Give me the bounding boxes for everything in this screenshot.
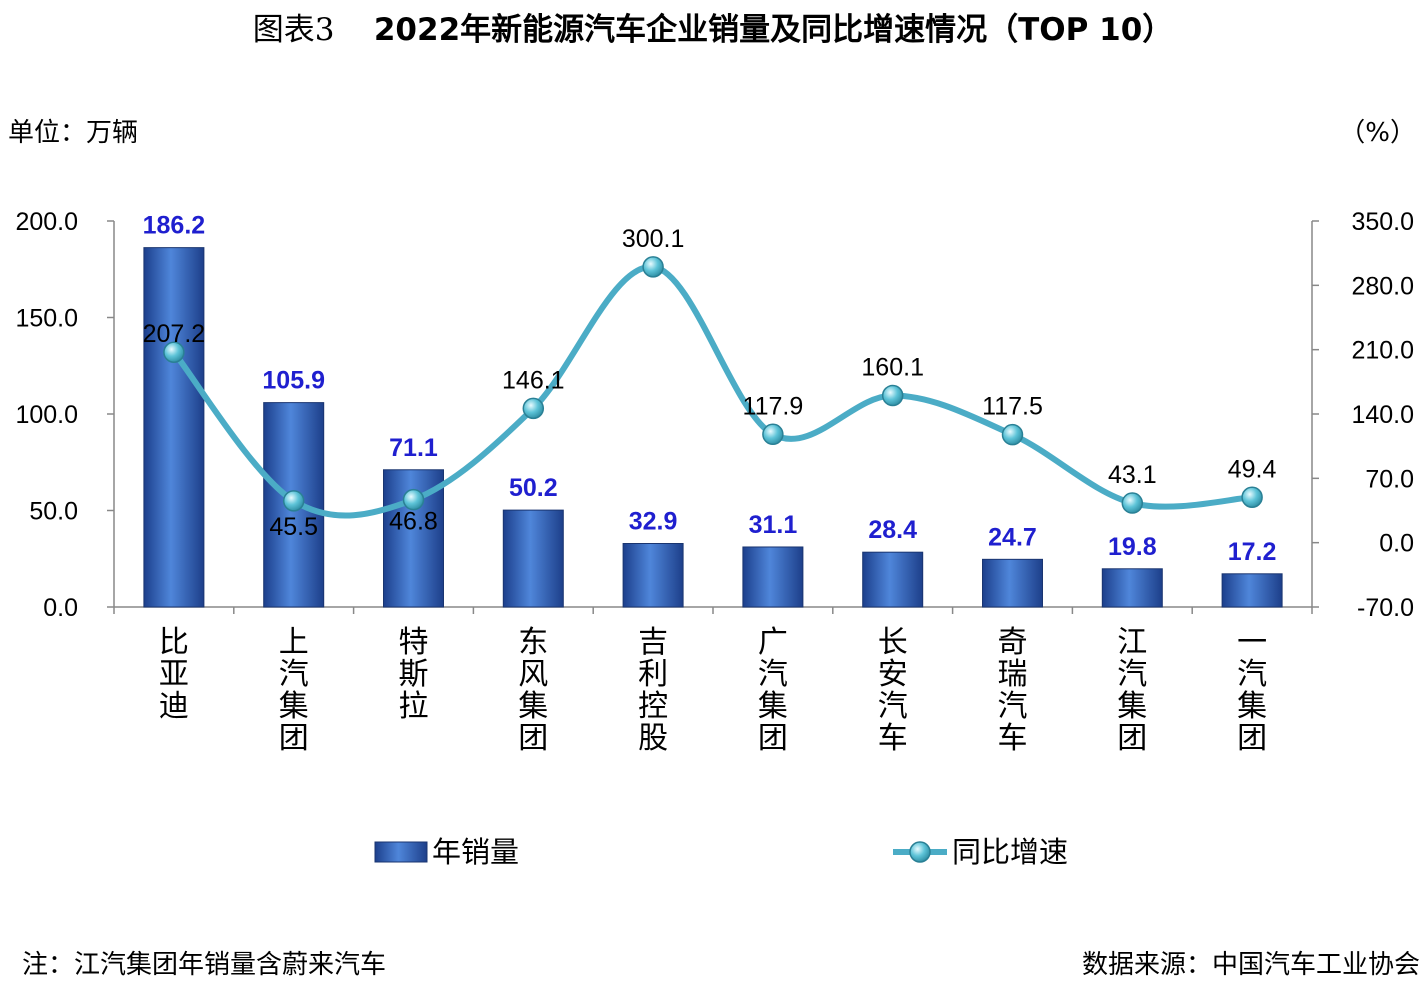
bar-sales bbox=[502, 509, 564, 608]
bar-sales bbox=[982, 558, 1043, 608]
right-axis-unit: （%） bbox=[1339, 118, 1416, 148]
growth-point bbox=[1001, 423, 1024, 446]
growth-value-label: 300.1 bbox=[622, 225, 685, 253]
growth-value-label: 46.8 bbox=[389, 508, 438, 536]
growth-value-label: 45.5 bbox=[269, 513, 318, 541]
left-tick-label: 50.0 bbox=[29, 498, 78, 526]
legend-line-label: 同比增速 bbox=[952, 835, 1068, 869]
legend: 年销量 同比增速 bbox=[374, 835, 1068, 869]
bar-sales bbox=[143, 247, 205, 608]
legend-line-marker bbox=[909, 841, 931, 863]
category-label: 奇瑞汽车 bbox=[998, 625, 1028, 756]
growth-point bbox=[402, 488, 425, 511]
growth-point bbox=[522, 397, 545, 420]
growth-line-path bbox=[170, 263, 1256, 519]
bar-value-label: 24.7 bbox=[988, 523, 1037, 551]
category-label: 上汽集团 bbox=[279, 625, 309, 756]
bar-value-label: 71.1 bbox=[389, 434, 438, 462]
category-label: 吉利控股 bbox=[638, 625, 668, 756]
left-tick-label: 150.0 bbox=[15, 305, 78, 333]
right-tick-label: -70.0 bbox=[1357, 594, 1414, 622]
legend-bar-label: 年销量 bbox=[432, 835, 519, 869]
right-tick-label: 70.0 bbox=[1365, 465, 1414, 493]
category-label: 广汽集团 bbox=[758, 625, 788, 756]
right-tick-label: 350.0 bbox=[1351, 208, 1414, 236]
source-note: 数据来源：中国汽车工业协会 bbox=[1081, 950, 1420, 980]
growth-point bbox=[762, 423, 784, 446]
bar-value-label: 50.2 bbox=[509, 474, 558, 502]
left-tick-label: 100.0 bbox=[15, 401, 78, 429]
category-label: 长安汽车 bbox=[878, 625, 908, 756]
bar-value-label: 17.2 bbox=[1228, 538, 1277, 566]
left-tick-label: 200.0 bbox=[15, 208, 78, 236]
growth-value-label: 43.1 bbox=[1108, 461, 1157, 489]
left-tick-label: 0.0 bbox=[43, 594, 78, 622]
growth-point bbox=[1121, 492, 1144, 514]
growth-value-label: 207.2 bbox=[143, 320, 206, 348]
growth-point bbox=[881, 384, 904, 407]
category-label: 特斯拉 bbox=[399, 625, 429, 724]
right-tick-label: 210.0 bbox=[1351, 337, 1414, 365]
bar-sales bbox=[622, 543, 684, 608]
growth-value-label: 160.1 bbox=[861, 354, 924, 382]
right-tick-label: 140.0 bbox=[1351, 401, 1414, 429]
bar-sales bbox=[1101, 568, 1163, 608]
title-main: 2022年新能源汽车企业销量及同比增速情况（TOP 10） bbox=[373, 12, 1174, 48]
category-label: 江汽集团 bbox=[1117, 625, 1147, 756]
growth-point bbox=[1241, 486, 1263, 509]
growth-point bbox=[163, 341, 185, 363]
bar-value-label: 105.9 bbox=[262, 367, 325, 395]
category-label: 比亚迪 bbox=[159, 625, 189, 724]
bar-value-label: 186.2 bbox=[143, 212, 206, 240]
category-label: 一汽集团 bbox=[1237, 625, 1267, 756]
bar-value-label: 31.1 bbox=[749, 511, 798, 539]
growth-value-label: 117.5 bbox=[982, 393, 1043, 421]
bar-value-label: 32.9 bbox=[629, 508, 678, 536]
chart-title: 图表3 2022年新能源汽车企业销量及同比增速情况（TOP 10） bbox=[0, 4, 1426, 49]
growth-value-label: 146.1 bbox=[502, 366, 565, 394]
bar-sales bbox=[862, 551, 924, 608]
growth-line bbox=[163, 256, 1263, 519]
category-label: 东风集团 bbox=[518, 625, 548, 756]
growth-value-label: 117.9 bbox=[743, 392, 804, 420]
bar-sales bbox=[1221, 573, 1283, 608]
axes: 0.0 50.0 100.0 150.0 200.0 -70.0 0.0 70.0 140.0 2… bbox=[15, 208, 1414, 756]
right-tick-label: 0.0 bbox=[1379, 530, 1414, 558]
left-axis-unit: 单位：万辆 bbox=[8, 118, 139, 148]
bar-value-label: 28.4 bbox=[868, 516, 917, 544]
right-tick-label: 280.0 bbox=[1351, 272, 1414, 300]
footnote: 注：江汽集团年销量含蔚来汽车 bbox=[22, 950, 387, 980]
data-labels: 186.2 105.9 71.1 50.2 32.9 31.1 28.4 24.7 19.8 17… bbox=[143, 212, 1277, 566]
legend-bar-swatch bbox=[374, 841, 428, 863]
growth-point bbox=[642, 256, 664, 278]
growth-value-label: 49.4 bbox=[1228, 455, 1277, 483]
bar-sales bbox=[742, 546, 804, 608]
title-prefix: 图表3 bbox=[252, 12, 335, 48]
bar-value-label: 19.8 bbox=[1108, 533, 1157, 561]
growth-point bbox=[282, 490, 305, 512]
